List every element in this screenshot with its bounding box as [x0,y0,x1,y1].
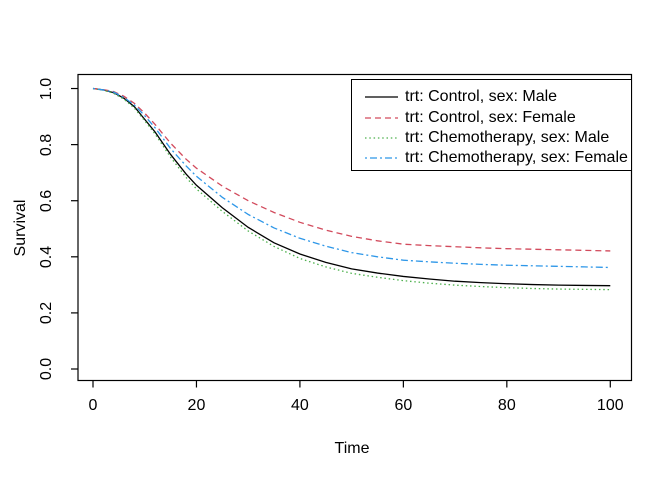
y-tick-label: 0.6 [38,189,55,212]
x-tick-label: 40 [291,397,309,414]
survival-curve-0 [92,87,611,287]
legend-label: trt: Chemotherapy, sex: Male [405,128,610,146]
x-axis-title: Time [334,440,370,457]
legend-item: trt: Chemotherapy, sex: Male [352,128,631,148]
x-tick-label: 100 [596,397,624,414]
y-tick-label: 1.0 [38,77,55,100]
legend-line-sample-dashdot [365,157,398,160]
legend-line-sample-dotted [365,137,398,139]
plot-box [77,73,633,382]
y-tick-label: 0.4 [38,245,55,268]
y-tick-label: 0.2 [38,301,55,325]
y-tick-label: 0.0 [38,357,55,381]
x-tick-label: 60 [394,397,413,414]
legend-label: trt: Control, sex: Male [405,88,558,106]
legend-line-sample-dashed [365,116,398,119]
plot-legend: trt: Control, sex: Male trt: Control, se… [351,79,632,171]
legend-item: trt: Control, sex: Female [352,107,631,127]
legend-label: trt: Chemotherapy, sex: Female [405,149,628,167]
x-tick-label: 0 [88,397,98,414]
x-tick-label: 80 [497,397,516,414]
legend-item: trt: Chemotherapy, sex: Female [352,148,631,168]
survival-curve-3 [92,87,611,269]
x-tick-label: 20 [187,397,206,414]
y-axis-title: Survival [12,199,29,257]
legend-line-sample-solid [365,96,398,98]
legend-item: trt: Control, sex: Male [352,87,631,107]
legend-label: trt: Control, sex: Female [405,108,576,126]
y-tick-label: 0.8 [38,133,55,156]
